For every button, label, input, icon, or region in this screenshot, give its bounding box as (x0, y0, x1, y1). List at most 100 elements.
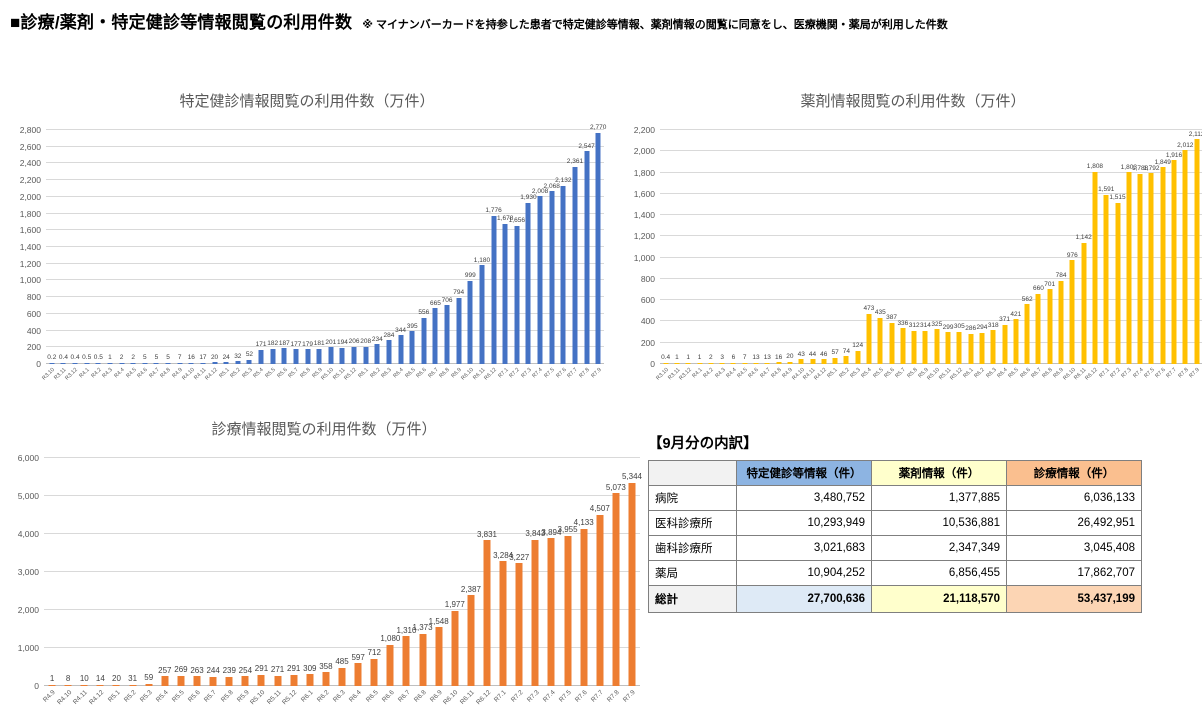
bar (1024, 304, 1030, 364)
bar (537, 196, 543, 364)
y-tick-label: 2,000 (19, 191, 41, 202)
x-tick-label: R5.7 (894, 367, 908, 380)
plot-area: 0.4 R3.10 1 R3.11 1 R3.12 1 R4.1 2 R4.2 3 R4.3 6 R4.4… (655, 129, 1202, 382)
bar-slot: 2,112 R7.9 (1188, 130, 1202, 380)
bar-value-label: 1,977 (444, 600, 465, 610)
bar (402, 636, 410, 686)
bar-value-label: 16 (187, 354, 195, 361)
bar-slot: 0.5 R4.2 (90, 130, 105, 379)
bar-slot: 16 R4.8 (770, 130, 784, 380)
bar (467, 595, 475, 686)
bar-slot: 3 R4.3 (714, 130, 727, 379)
bar (990, 330, 996, 364)
x-tick-label: R4.4 (113, 367, 126, 380)
bar (363, 346, 369, 364)
y-tick-label: 800 (640, 273, 655, 284)
gridline (660, 256, 1202, 258)
bar-slot: 1 R3.11 (667, 130, 682, 381)
bar-slot: 2 R4.2 (703, 130, 716, 379)
x-tick-label: R7.3 (1120, 367, 1134, 380)
september-breakdown: 【9月分の内訳】 特定健診等情報（件） 薬剤情報（件） 診療情報（件） 病院 3,480… (648, 432, 1142, 613)
bar (866, 313, 872, 364)
bar (223, 362, 229, 364)
bar-slot: 435 R5.5 (872, 130, 886, 379)
chart-tokutei-kenshin: 特定健診情報閲覧の利用件数（万件） 0 200 400 600 800 1,000 1,20… (10, 92, 607, 382)
table-row: 医科診療所 10,293,949 10,536,881 26,492,951 (648, 510, 1142, 536)
bar-slot: 234 R6.2 (369, 130, 384, 380)
bar (877, 317, 883, 364)
bar-slot: 371 R6.4 (996, 130, 1010, 379)
x-tick-label: R7.7 (1165, 367, 1179, 380)
x-tick-label: R5.5 (264, 367, 277, 380)
bar (129, 684, 137, 686)
column-header: 薬剤情報（件） (871, 460, 1007, 486)
bar-value-label: 1 (108, 354, 112, 361)
bar (225, 676, 233, 686)
bar-value-label: 1 (686, 354, 691, 361)
bar (821, 359, 827, 364)
plot-area: 1 R4.9 8 R4.10 10 R4.11 14 R4.12 20 R5.1 31 R5.2 59 R… (42, 457, 642, 706)
bar (49, 362, 55, 364)
y-tick-label: 2,400 (19, 158, 41, 169)
gridline (46, 279, 604, 281)
bar (525, 202, 531, 364)
bar-value-label: 660 (1033, 285, 1044, 293)
x-tick-label: R7.5 (543, 367, 556, 380)
bar (1126, 172, 1132, 364)
bar (945, 332, 951, 364)
x-tick-label: R4.8 (770, 367, 783, 380)
bar (119, 362, 125, 364)
value-cell: 3,480,752 (736, 485, 872, 511)
bar-slot: 1,591 R7.1 (1098, 130, 1114, 379)
value-cell: 6,856,455 (871, 560, 1007, 586)
y-tick-label: 800 (26, 292, 41, 303)
x-tick-label: R6.3 (332, 689, 347, 704)
x-tick-label: R5.5 (872, 367, 885, 380)
bar (72, 362, 78, 364)
bar-slot: 387 R5.6 (883, 130, 897, 379)
x-tick-label: R5.3 (849, 367, 862, 380)
bar-slot: 562 R6.6 (1019, 130, 1033, 380)
bar-slot: 0.2 R3.10 (41, 130, 58, 382)
x-tick-label: R7.6 (1154, 367, 1167, 380)
chart-title: 特定健診情報閲覧の利用件数（万件） (179, 93, 435, 110)
bar-value-label: 263 (190, 665, 204, 675)
bar-slot: 701 R6.8 (1042, 130, 1056, 380)
bar-slot: 5,073 R7.8 (606, 458, 626, 704)
bar-value-label: 336 (897, 319, 909, 327)
bar (708, 362, 714, 364)
bar-slot: 1,916 R7.7 (1166, 130, 1182, 380)
bar-slot: 1,678 R7.1 (497, 130, 513, 379)
table-row: 歯科診療所 3,021,683 2,347,349 3,045,408 (648, 535, 1142, 561)
gridline (46, 162, 604, 164)
y-tick-label: 200 (640, 337, 655, 348)
gridline (44, 609, 640, 610)
bar-value-label: 0.4 (70, 354, 80, 361)
bar (435, 627, 443, 686)
bar-value-label: 2 (709, 354, 713, 361)
bar (889, 322, 895, 364)
x-tick-label: R7.3 (525, 689, 541, 704)
bar-value-label: 286 (965, 325, 977, 333)
bar-slot: 1,930 R7.3 (520, 130, 536, 379)
x-tick-label: R5.4 (252, 367, 266, 380)
x-tick-label: R5.8 (905, 367, 919, 380)
bar-slot: 3,227 R7.2 (509, 458, 529, 704)
y-tick-label: 1,600 (19, 225, 41, 236)
y-tick-label: 400 (640, 316, 655, 327)
chart-yakuzai: 薬剤情報閲覧の利用件数（万件） 0 200 400 600 800 1,000 1,200 1… (624, 92, 1202, 382)
value-cell: 3,045,408 (1006, 535, 1142, 561)
bar-value-label: 473 (863, 305, 875, 313)
total-row-label: 総計 (648, 585, 737, 613)
x-tick-label: R3.10 (655, 367, 670, 382)
bar-value-label: 7 (742, 354, 747, 361)
bar-slot: 13 R4.6 (748, 130, 761, 379)
bar-slot: 254 R5.9 (236, 458, 253, 704)
bar (900, 328, 906, 364)
y-tick-label: 1,200 (633, 231, 655, 242)
bar-slot: 124 R5.3 (849, 130, 863, 379)
x-tick-label: R6.10 (459, 367, 475, 382)
bar-value-label: 14 (95, 674, 105, 683)
chart-title: 薬剤情報閲覧の利用件数（万件） (800, 93, 1026, 110)
bar-slot: 20 R4.12 (204, 130, 221, 382)
